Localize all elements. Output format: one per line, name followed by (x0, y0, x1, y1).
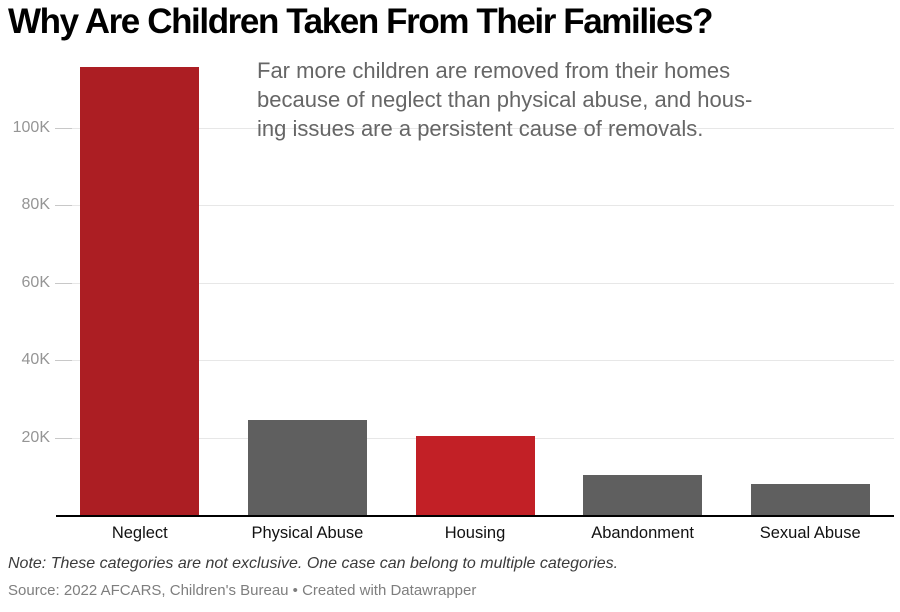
chart-description: Far more children are removed from their… (257, 58, 753, 141)
category-label-abandonment: Abandonment (591, 524, 694, 542)
y-axis-tick-label: 80K (21, 196, 50, 213)
category-label-physical-abuse: Physical Abuse (251, 524, 364, 542)
y-gridline (56, 205, 894, 206)
y-tick-mark (55, 205, 72, 206)
y-gridline (56, 360, 894, 361)
y-gridline (56, 127, 894, 129)
y-axis-tick-label: 100K (12, 118, 50, 136)
y-axis-tick-label: 40K (21, 351, 50, 368)
category-label-housing: Housing (444, 524, 506, 542)
bar-physical-abuse[interactable] (247, 419, 367, 515)
bar-abandonment[interactable] (583, 475, 703, 515)
x-axis-baseline (56, 515, 894, 517)
y-axis-tick-label: 60K (21, 273, 50, 291)
y-tick-mark (55, 282, 72, 284)
bar-neglect[interactable] (80, 67, 200, 515)
y-axis-tick-label: 20K (21, 428, 50, 446)
chart-title: Why Are Children Taken From Their Famili… (8, 2, 714, 41)
category-label-sexual-abuse: Sexual Abuse (759, 524, 861, 542)
source-attribution: Source: 2022 AFCARS, Children's Bureau •… (8, 582, 477, 599)
bar-housing[interactable] (415, 436, 535, 515)
y-tick-mark (55, 127, 72, 129)
bar-sexual-abuse[interactable] (750, 483, 870, 515)
y-gridline (56, 282, 894, 284)
category-label-neglect: Neglect (111, 524, 168, 542)
y-tick-mark (55, 437, 72, 439)
chart-note: Note: These categories are not exclusive… (8, 555, 619, 572)
y-tick-mark (55, 360, 72, 361)
